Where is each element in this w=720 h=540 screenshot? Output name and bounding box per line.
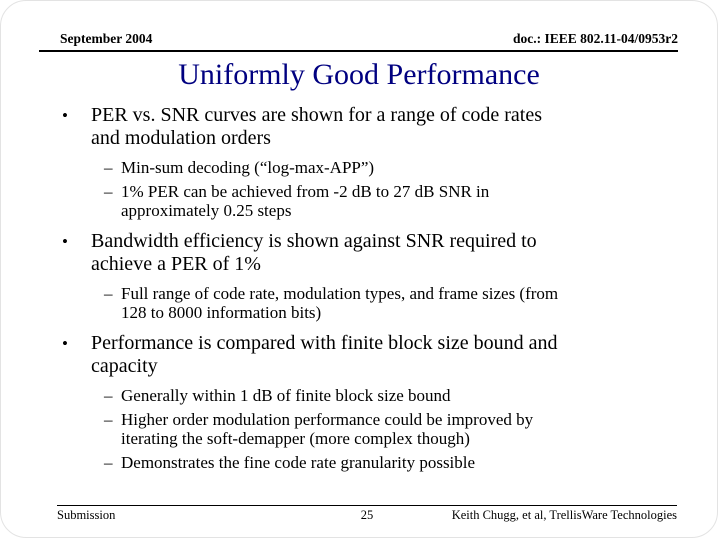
footer-authors: Keith Chugg, et al, TrellisWare Technolo… xyxy=(451,508,677,522)
sub-bullet-text: Higher order modulation performance coul… xyxy=(121,410,534,448)
bullet-marker: • xyxy=(62,334,68,353)
bullet-item: • Bandwidth efficiency is shown against … xyxy=(62,230,689,276)
sub-bullet-text: Min-sum decoding (“log-max-APP”) xyxy=(121,158,375,177)
header-doc-number: doc.: IEEE 802.11-04/0953r2 xyxy=(512,31,678,46)
sub-bullet-text: 1% PER can be achieved from -2 dB to 27 … xyxy=(121,182,490,220)
slide-title: Uniformly Good Performance xyxy=(178,58,540,91)
footer-submission: Submission xyxy=(57,508,116,522)
sub-bullet-item: – Demonstrates the fine code rate granul… xyxy=(104,453,689,472)
dash-marker: – xyxy=(104,284,113,303)
slide-footer: Submission 25 Keith Chugg, et al, Trelli… xyxy=(57,505,677,523)
bullet-marker: • xyxy=(62,232,68,251)
sub-bullet-item: – Full range of code rate, modulation ty… xyxy=(104,284,689,322)
sub-bullet-text: Full range of code rate, modulation type… xyxy=(121,284,559,322)
bullet-text: Bandwidth efficiency is shown against SN… xyxy=(91,230,537,275)
bullet-item: • PER vs. SNR curves are shown for a ran… xyxy=(62,104,689,150)
bullet-text: Performance is compared with finite bloc… xyxy=(91,332,558,377)
sub-bullet-text: Generally within 1 dB of finite block si… xyxy=(121,386,451,405)
sub-bullet-item: – Generally within 1 dB of finite block … xyxy=(104,386,689,405)
dash-marker: – xyxy=(104,158,113,177)
dash-marker: – xyxy=(104,386,113,405)
slide-body: • PER vs. SNR curves are shown for a ran… xyxy=(62,104,689,472)
slide-header: September 2004 doc.: IEEE 802.11-04/0953… xyxy=(39,31,678,52)
sub-bullet-item: – 1% PER can be achieved from -2 dB to 2… xyxy=(104,182,689,220)
header-date: September 2004 xyxy=(60,31,153,46)
sub-bullet-item: – Min-sum decoding (“log-max-APP”) xyxy=(104,158,689,177)
dash-marker: – xyxy=(104,410,113,429)
bullet-item: • Performance is compared with finite bl… xyxy=(62,332,689,378)
footer-page-number: 25 xyxy=(360,508,374,522)
dash-marker: – xyxy=(104,453,113,472)
dash-marker: – xyxy=(104,182,113,201)
sub-bullet-text: Demonstrates the fine code rate granular… xyxy=(121,453,476,472)
sub-bullet-item: – Higher order modulation performance co… xyxy=(104,410,689,448)
bullet-text: PER vs. SNR curves are shown for a range… xyxy=(91,104,542,149)
bullet-marker: • xyxy=(62,106,68,125)
